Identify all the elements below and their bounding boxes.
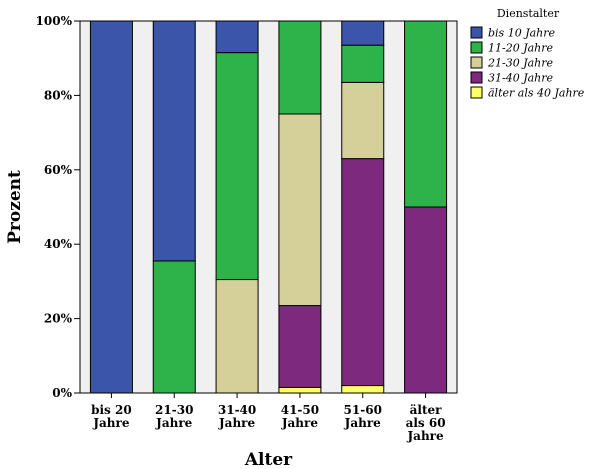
x-tick-label: älter als 60 Jahre bbox=[406, 403, 446, 443]
bar-segment-5-5 bbox=[341, 20, 385, 46]
bar-segment-5-3 bbox=[341, 81, 385, 160]
legend-swatch bbox=[470, 41, 483, 54]
x-tick-label: 21-30 Jahre bbox=[155, 403, 193, 430]
bar-segment-5-1 bbox=[341, 385, 385, 394]
y-axis: 0% 20% 40% 60% 80% 100% bbox=[36, 14, 80, 400]
y-tick-label: 20% bbox=[44, 312, 73, 326]
bar-segment-5-2 bbox=[341, 158, 385, 387]
bar-segment-4-3 bbox=[278, 113, 322, 307]
y-tick-label: 0% bbox=[52, 386, 72, 400]
bar-segment-4-4 bbox=[278, 20, 322, 115]
bar-segment-5-4 bbox=[341, 44, 385, 83]
bars-layer bbox=[89, 20, 448, 394]
x-axis-title: Alter bbox=[244, 450, 293, 469]
x-tick-label: 41-50 Jahre bbox=[281, 403, 319, 430]
x-axis: bis 20 Jahre 21-30 Jahre 31-40 Jahre 41-50 Jahr… bbox=[91, 393, 446, 443]
y-tick-label: 100% bbox=[36, 14, 73, 28]
legend-swatch bbox=[470, 56, 483, 69]
bar-segment-6-4 bbox=[404, 20, 448, 208]
bar-segment-6-2 bbox=[404, 206, 448, 394]
x-tick-label: 51-60 Jahre bbox=[344, 403, 382, 430]
legend-swatch bbox=[470, 26, 483, 39]
legend-label: 31-40 Jahre bbox=[488, 72, 554, 85]
legend-swatch bbox=[470, 71, 483, 84]
legend-label: 21-30 Jahre bbox=[487, 57, 554, 70]
plot-area bbox=[79, 20, 458, 394]
bar-segment-4-2 bbox=[278, 305, 322, 388]
bar-segment-2-4 bbox=[152, 260, 196, 394]
bar-segment-3-4 bbox=[215, 52, 259, 281]
legend-label: bis 10 Jahre bbox=[488, 27, 556, 40]
y-tick-label: 80% bbox=[44, 88, 73, 102]
legend: Dienstalter bis 10 Jahre 11-20 Jahre 21-30… bbox=[470, 7, 585, 100]
bar-segment-1-5 bbox=[89, 20, 133, 394]
bar-segment-2-5 bbox=[152, 20, 196, 262]
legend-swatch bbox=[470, 86, 483, 99]
legend-label: älter als 40 Jahre bbox=[488, 87, 585, 100]
bar-segment-3-5 bbox=[215, 20, 259, 54]
y-tick-label: 60% bbox=[44, 163, 73, 177]
x-tick-label: 31-40 Jahre bbox=[218, 403, 256, 430]
y-axis-title: Prozent bbox=[5, 170, 25, 244]
legend-label: 11-20 Jahre bbox=[488, 42, 554, 55]
legend-title: Dienstalter bbox=[497, 7, 560, 20]
x-tick-label: bis 20 Jahre bbox=[91, 403, 132, 430]
bar-segment-3-3 bbox=[215, 279, 259, 394]
bar-segment-4-1 bbox=[278, 386, 322, 394]
y-tick-label: 40% bbox=[44, 237, 73, 251]
